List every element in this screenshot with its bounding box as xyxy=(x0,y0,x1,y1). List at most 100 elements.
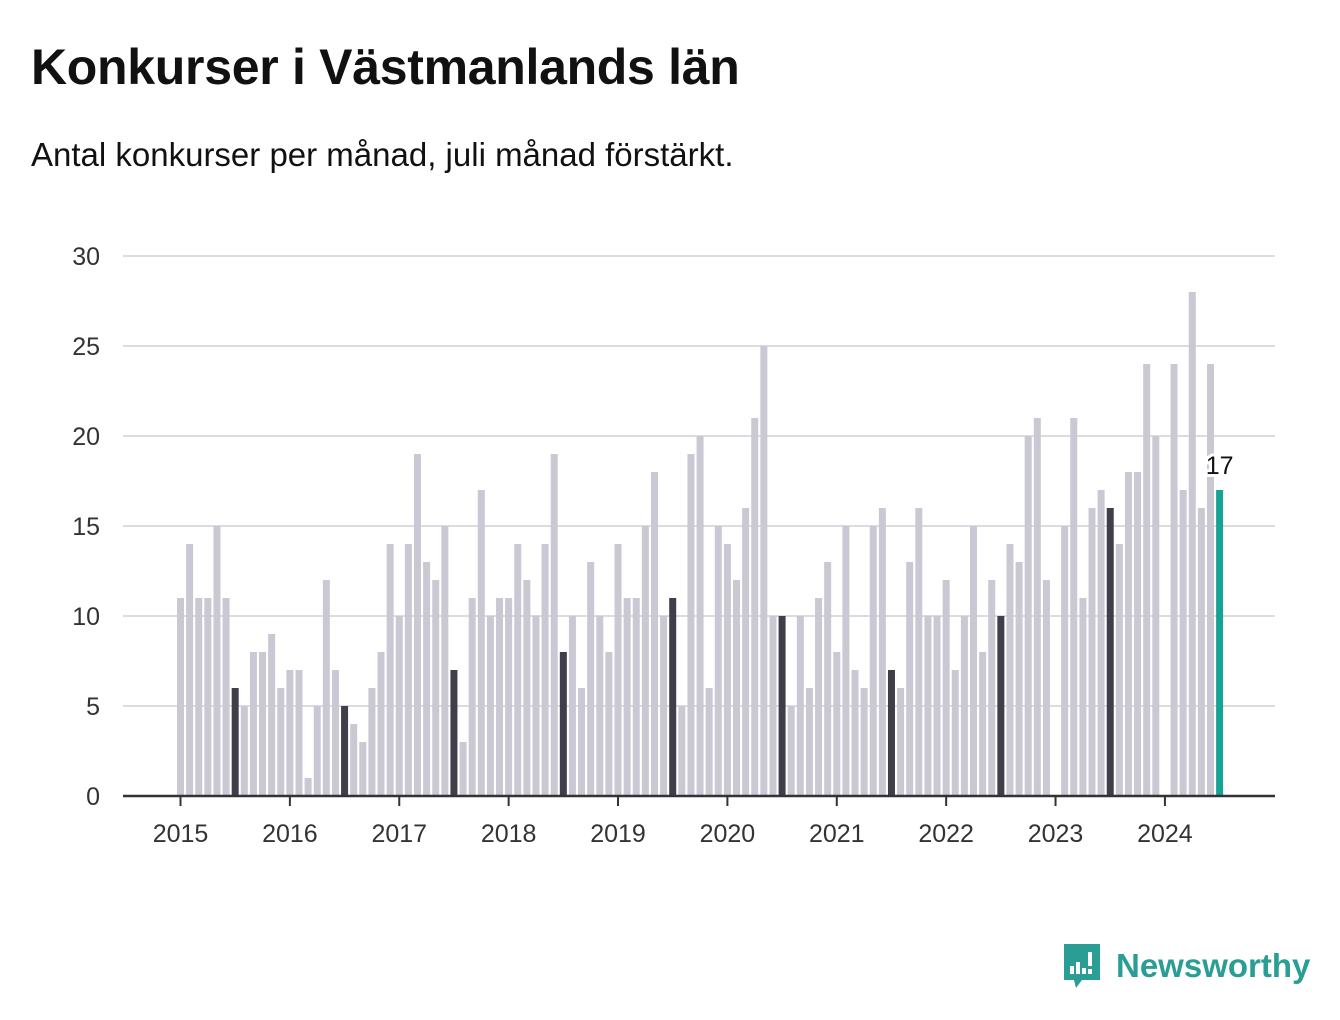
bar xyxy=(1006,544,1014,796)
bar xyxy=(678,706,686,796)
bar xyxy=(523,580,531,796)
bar xyxy=(541,544,549,796)
bar xyxy=(404,544,412,796)
bar xyxy=(951,670,959,796)
bar xyxy=(769,616,777,796)
x-tick-label: 2015 xyxy=(153,820,209,848)
bar xyxy=(596,616,604,796)
x-tick-label: 2024 xyxy=(1137,820,1193,848)
bar xyxy=(787,706,795,796)
bar xyxy=(632,598,640,796)
x-tick-label: 2017 xyxy=(371,820,427,848)
bar xyxy=(960,616,968,796)
bar xyxy=(386,544,394,796)
bar xyxy=(1024,436,1032,796)
chart-subtitle: Antal konkurser per månad, juli månad fö… xyxy=(31,136,734,173)
bar xyxy=(249,652,257,796)
bar xyxy=(705,688,713,796)
y-tick-label: 20 xyxy=(72,423,100,451)
bar xyxy=(1170,364,1178,796)
bar xyxy=(714,526,722,796)
bar xyxy=(550,454,558,796)
x-axis: 2015 2016 2017 2018 2019 2020 2021 2022 2023 2024 xyxy=(123,794,1275,848)
bar xyxy=(1088,508,1096,796)
bar xyxy=(778,616,786,796)
bar xyxy=(359,742,367,796)
bar xyxy=(1115,544,1123,796)
bar xyxy=(1070,418,1078,796)
x-tick-label: 2018 xyxy=(481,820,537,848)
bar xyxy=(1179,490,1187,796)
bar xyxy=(395,616,403,796)
y-tick-label: 25 xyxy=(72,333,100,361)
bar xyxy=(331,670,339,796)
bar xyxy=(177,598,184,796)
bar xyxy=(796,616,804,796)
brand-name: Newsworthy xyxy=(1116,947,1311,984)
bar xyxy=(322,580,330,796)
brand-logo[interactable]: Newsworthy xyxy=(1062,940,1310,992)
bar xyxy=(851,670,859,796)
latest-value-label: 17 xyxy=(1206,452,1234,480)
bar xyxy=(587,562,595,796)
bar xyxy=(505,598,513,796)
bar xyxy=(195,598,203,796)
bar-chart: 0 5 10 15 20 25 30 2015 2016 2017 2018 2019 2020 202… xyxy=(72,243,1275,848)
bar xyxy=(1207,364,1214,796)
bar xyxy=(377,652,385,796)
bar xyxy=(605,652,613,796)
bar xyxy=(1143,364,1151,796)
bar xyxy=(842,526,850,796)
bar xyxy=(760,346,768,796)
bar xyxy=(614,544,622,796)
bar xyxy=(559,652,567,796)
x-tick-label: 2019 xyxy=(590,820,646,848)
bar xyxy=(459,742,467,796)
bar xyxy=(696,436,704,796)
bar xyxy=(869,526,877,796)
bar xyxy=(432,580,440,796)
bar xyxy=(286,670,294,796)
bar xyxy=(742,508,750,796)
bar xyxy=(1079,598,1087,796)
bar xyxy=(878,508,886,796)
bar xyxy=(805,688,813,796)
bar xyxy=(413,454,421,796)
y-axis-ticks: 0 5 10 15 20 25 30 xyxy=(72,243,100,811)
bar xyxy=(669,598,677,796)
x-tick-label: 2020 xyxy=(700,820,756,848)
bar xyxy=(222,598,230,796)
bar xyxy=(641,526,649,796)
bar xyxy=(942,580,950,796)
bar xyxy=(186,544,194,796)
bar xyxy=(441,526,449,796)
bar xyxy=(341,706,349,796)
chart-title: Konkurser i Västmanlands län xyxy=(31,39,740,95)
bar xyxy=(924,616,932,796)
x-tick-label: 2021 xyxy=(809,820,865,848)
bar xyxy=(259,652,267,796)
bar xyxy=(568,616,576,796)
bar xyxy=(723,544,731,796)
bar xyxy=(970,526,977,796)
bar xyxy=(368,688,376,796)
bar xyxy=(477,490,485,796)
x-tick-label: 2022 xyxy=(918,820,974,848)
y-tick-label: 10 xyxy=(72,603,100,631)
bar xyxy=(860,688,868,796)
bar xyxy=(833,652,841,796)
y-tick-label: 5 xyxy=(86,693,100,721)
bar xyxy=(1033,418,1041,796)
bar xyxy=(660,616,668,796)
bar xyxy=(486,616,494,796)
bar xyxy=(988,580,996,796)
bars xyxy=(177,292,1224,796)
bar xyxy=(997,616,1005,796)
bar xyxy=(514,544,522,796)
bar xyxy=(496,598,504,796)
bar xyxy=(350,724,358,796)
bar xyxy=(1061,526,1069,796)
bar xyxy=(1152,436,1160,796)
bar xyxy=(240,706,248,796)
